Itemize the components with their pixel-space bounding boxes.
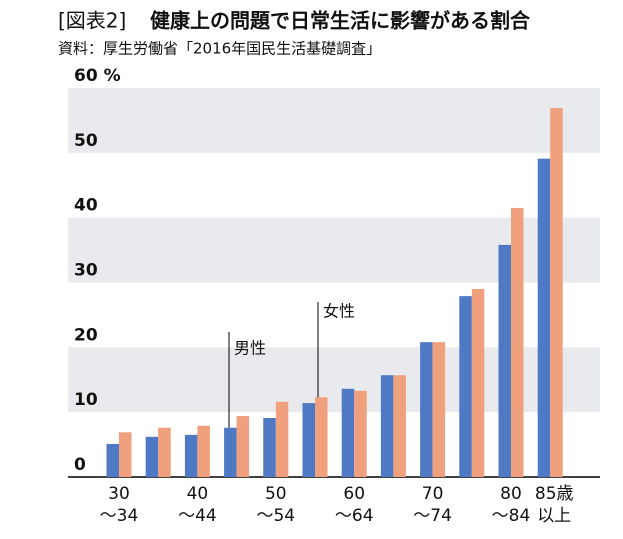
x-tick-label: 80 xyxy=(500,484,522,504)
x-tick-label: 以上 xyxy=(537,506,571,526)
bar xyxy=(197,425,210,477)
bar xyxy=(184,434,198,477)
y-tick-label: 20 xyxy=(74,325,98,345)
bar xyxy=(380,375,394,477)
x-tick-label: ～44 xyxy=(178,506,217,526)
bar xyxy=(302,403,315,477)
grid-band xyxy=(68,88,600,153)
series-label: 男性 xyxy=(234,339,266,358)
x-tick-label: 85歳 xyxy=(535,484,574,504)
bar xyxy=(420,342,433,477)
x-tick-label: 30 xyxy=(108,484,130,504)
bar xyxy=(119,432,132,477)
x-tick-label: ～64 xyxy=(335,506,374,526)
bar xyxy=(275,401,289,477)
bar xyxy=(432,342,446,477)
bar xyxy=(158,427,171,477)
bar xyxy=(471,288,485,477)
x-tick-label: ～84 xyxy=(492,506,531,526)
bar xyxy=(537,158,551,477)
x-tick-label: 50 xyxy=(265,484,287,504)
bar xyxy=(511,207,524,478)
x-tick-label: 70 xyxy=(422,484,444,504)
bar xyxy=(315,397,328,477)
bar xyxy=(393,375,406,477)
y-tick-label: 60 % xyxy=(74,66,121,86)
bar xyxy=(341,388,355,477)
x-tick-label: ～54 xyxy=(256,506,295,526)
chart-title: 健康上の問題で日常生活に影響がある割合 xyxy=(150,9,531,33)
bar xyxy=(224,427,237,477)
bar xyxy=(459,296,472,477)
y-tick-label: 50 xyxy=(74,131,98,151)
chart-label: [図表2] xyxy=(58,9,126,33)
series-label: 女性 xyxy=(323,302,355,321)
bar xyxy=(498,244,511,477)
bar xyxy=(354,390,367,477)
x-tick-label: ～34 xyxy=(100,506,139,526)
x-tick-label: 40 xyxy=(187,484,209,504)
y-tick-label: 10 xyxy=(74,390,98,410)
bar xyxy=(145,436,159,477)
x-tick-label: ～74 xyxy=(413,506,452,526)
chart-subtitle: 資料：厚生労働省「2016年国民生活基礎調査」 xyxy=(58,40,381,58)
bar xyxy=(263,418,276,477)
y-tick-label: 30 xyxy=(74,261,98,281)
y-tick-label: 0 xyxy=(74,455,86,475)
bar xyxy=(550,108,563,478)
bar xyxy=(236,416,250,477)
y-tick-label: 40 xyxy=(74,196,98,216)
bar xyxy=(106,443,119,477)
x-tick-label: 60 xyxy=(343,484,365,504)
